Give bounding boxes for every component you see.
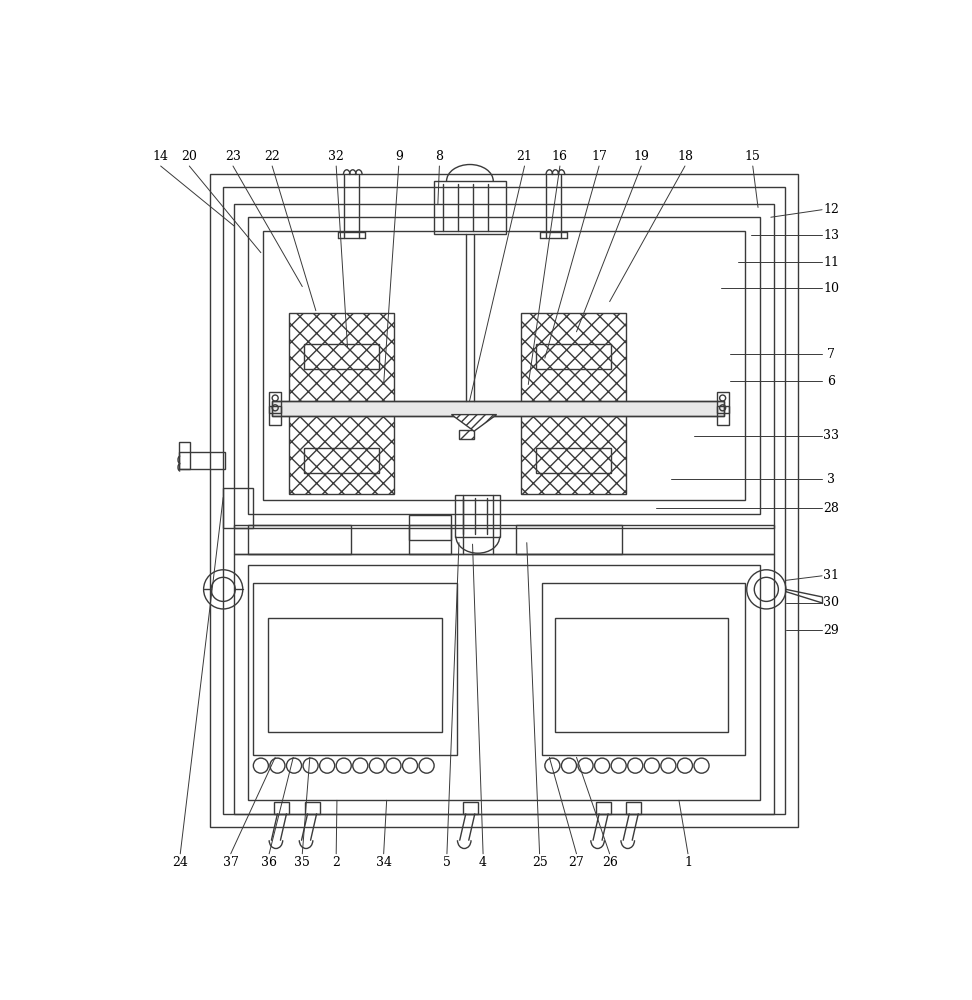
Bar <box>269 392 281 425</box>
Bar <box>248 565 760 800</box>
Text: 12: 12 <box>823 203 839 216</box>
Text: 17: 17 <box>591 150 608 163</box>
Text: 25: 25 <box>532 856 547 869</box>
Bar <box>463 802 478 814</box>
Text: 10: 10 <box>823 282 839 295</box>
Text: 28: 28 <box>823 502 839 515</box>
Bar <box>234 204 774 528</box>
Text: 23: 23 <box>226 150 241 163</box>
Bar <box>521 413 626 494</box>
Bar <box>210 174 798 827</box>
Bar <box>289 413 395 494</box>
Text: 8: 8 <box>435 150 443 163</box>
Bar <box>409 525 451 540</box>
Polygon shape <box>451 415 497 431</box>
Text: 2: 2 <box>332 856 340 869</box>
Text: 30: 30 <box>823 596 839 609</box>
Bar <box>555 618 728 732</box>
Text: 31: 31 <box>823 569 839 582</box>
Bar <box>541 583 746 755</box>
Bar <box>179 452 226 469</box>
Bar <box>304 802 320 814</box>
Bar <box>455 495 501 537</box>
Text: 9: 9 <box>395 150 402 163</box>
Bar <box>409 515 451 554</box>
Text: 4: 4 <box>479 856 487 869</box>
Bar <box>254 583 457 755</box>
Bar <box>459 430 474 439</box>
Text: 20: 20 <box>182 150 197 163</box>
Bar <box>272 401 724 416</box>
Bar <box>248 217 760 514</box>
Bar <box>234 554 774 814</box>
Text: 14: 14 <box>153 150 169 163</box>
Text: 16: 16 <box>552 150 568 163</box>
Text: 36: 36 <box>261 856 277 869</box>
Text: 33: 33 <box>823 429 839 442</box>
Text: 35: 35 <box>295 856 310 869</box>
Text: 29: 29 <box>823 624 839 637</box>
Bar <box>304 344 379 369</box>
Bar <box>224 488 254 528</box>
Bar <box>224 187 785 814</box>
Text: 22: 22 <box>264 150 280 163</box>
Bar <box>269 406 281 413</box>
Bar <box>179 442 191 469</box>
Bar <box>596 802 611 814</box>
Text: 18: 18 <box>677 150 693 163</box>
Bar <box>716 406 729 413</box>
Bar <box>304 448 379 473</box>
Text: 21: 21 <box>516 150 533 163</box>
Text: 27: 27 <box>569 856 584 869</box>
Bar <box>274 802 290 814</box>
Bar <box>536 344 611 369</box>
Bar <box>234 525 774 554</box>
Text: 13: 13 <box>823 229 839 242</box>
Text: 26: 26 <box>602 856 617 869</box>
Bar <box>268 618 441 732</box>
Text: 1: 1 <box>684 856 692 869</box>
Text: 34: 34 <box>375 856 392 869</box>
Bar <box>516 525 622 554</box>
Bar <box>272 401 724 416</box>
Bar <box>536 448 611 473</box>
Bar <box>263 231 746 500</box>
Bar <box>716 392 729 425</box>
Text: 6: 6 <box>827 375 835 388</box>
Text: 15: 15 <box>745 150 761 163</box>
Bar <box>289 313 395 403</box>
Bar <box>626 802 642 814</box>
Bar <box>521 313 626 403</box>
Bar <box>434 181 505 234</box>
Text: 24: 24 <box>172 856 189 869</box>
Text: 7: 7 <box>827 348 835 361</box>
Text: 11: 11 <box>823 256 839 269</box>
Text: 5: 5 <box>443 856 451 869</box>
Bar <box>248 525 351 554</box>
Text: 32: 32 <box>329 150 344 163</box>
Text: 37: 37 <box>223 856 239 869</box>
Text: 3: 3 <box>827 473 835 486</box>
Text: 19: 19 <box>634 150 649 163</box>
